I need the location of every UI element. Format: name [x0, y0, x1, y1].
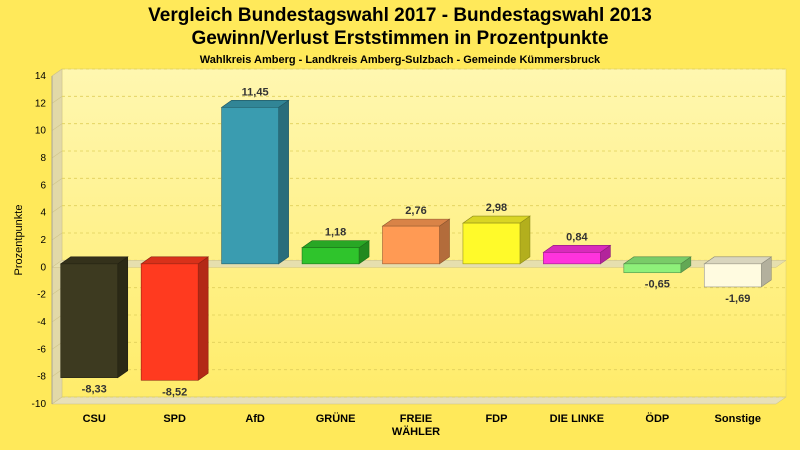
bar-side	[278, 99, 289, 265]
x-tick-label: FDP	[485, 413, 507, 425]
y-tick-label: -8	[37, 372, 46, 383]
chart-titles: Vergleich Bundestagswahl 2017 - Bundesta…	[0, 0, 800, 66]
data-label: -1,69	[725, 293, 750, 305]
chart-caption: Wahlkreis Amberg - Landkreis Amberg-Sulz…	[199, 54, 601, 66]
gridline-side	[51, 205, 63, 213]
y-tick-label: 8	[40, 153, 46, 164]
y-tick-label: 6	[40, 180, 46, 191]
bar-top	[59, 256, 129, 265]
x-tick-label: AfD	[245, 413, 265, 425]
x-tick-label: CSU	[83, 413, 106, 425]
gridline-side	[51, 396, 63, 405]
x-tick-label: DIE LINKE	[550, 413, 604, 425]
data-label: -0,65	[645, 279, 670, 291]
y-tick-label: -2	[37, 290, 46, 301]
gridline-side	[51, 287, 63, 295]
bar	[543, 252, 601, 265]
bar-top	[622, 256, 692, 265]
bar-top	[542, 245, 612, 253]
bar-top	[381, 218, 451, 227]
y-tick-label: 10	[35, 126, 47, 137]
bar-top	[220, 100, 290, 108]
chart-title: Vergleich Bundestagswahl 2017 - Bundesta…	[148, 5, 652, 26]
bar-top	[461, 215, 531, 224]
bar	[221, 107, 279, 265]
x-tick-label: Sonstige	[715, 413, 761, 425]
x-tick-label: SPD	[163, 413, 186, 425]
bar	[623, 263, 682, 274]
bar-side	[197, 256, 209, 381]
chart-title-line2: Gewinn/Verlust Erststimmen in Prozentpun…	[191, 28, 609, 49]
gridline-side	[51, 314, 63, 323]
bar-side	[519, 215, 531, 265]
bar	[140, 263, 199, 381]
data-label: 11,45	[242, 86, 269, 98]
bar-side	[117, 256, 129, 379]
y-tick-label: 4	[40, 208, 46, 219]
gridline-side	[51, 123, 63, 131]
y-tick-label: 12	[35, 98, 47, 109]
bar-top	[703, 256, 773, 265]
data-label: 0,84	[566, 231, 588, 243]
gridline-side	[51, 178, 63, 186]
x-tick-label: WÄHLER	[392, 425, 440, 438]
gridline-side	[51, 96, 63, 104]
y-tick-label: 2	[40, 235, 46, 246]
x-tick-label: FREIE	[400, 413, 432, 425]
y-tick-label: 0	[40, 262, 46, 273]
y-axis-label: Prozentpunkte	[13, 205, 25, 276]
gridline-side	[51, 369, 63, 377]
data-label: 1,18	[325, 227, 346, 239]
data-label: 2,98	[486, 202, 507, 214]
bar	[703, 263, 762, 288]
bar	[382, 225, 440, 265]
data-label: -8,33	[82, 384, 107, 396]
gridline-side	[51, 150, 63, 159]
gridline-side	[51, 342, 63, 350]
y-tick-label: 14	[35, 71, 47, 82]
bar-side	[439, 218, 450, 265]
data-label: 2,76	[405, 205, 426, 217]
x-tick-label: ÖDP	[645, 412, 669, 425]
gridline-side	[51, 232, 63, 241]
x-tick-label: GRÜNE	[316, 412, 356, 425]
gridline-side	[51, 68, 63, 77]
y-tick-label: -6	[37, 344, 46, 355]
bar-top	[301, 240, 371, 249]
y-tick-label: -4	[37, 317, 46, 328]
bar	[462, 222, 521, 265]
bar	[60, 263, 119, 378]
data-label: -8,52	[162, 386, 187, 398]
bar	[301, 247, 360, 265]
y-tick-label: -10	[32, 399, 47, 410]
bar-top	[140, 256, 210, 265]
